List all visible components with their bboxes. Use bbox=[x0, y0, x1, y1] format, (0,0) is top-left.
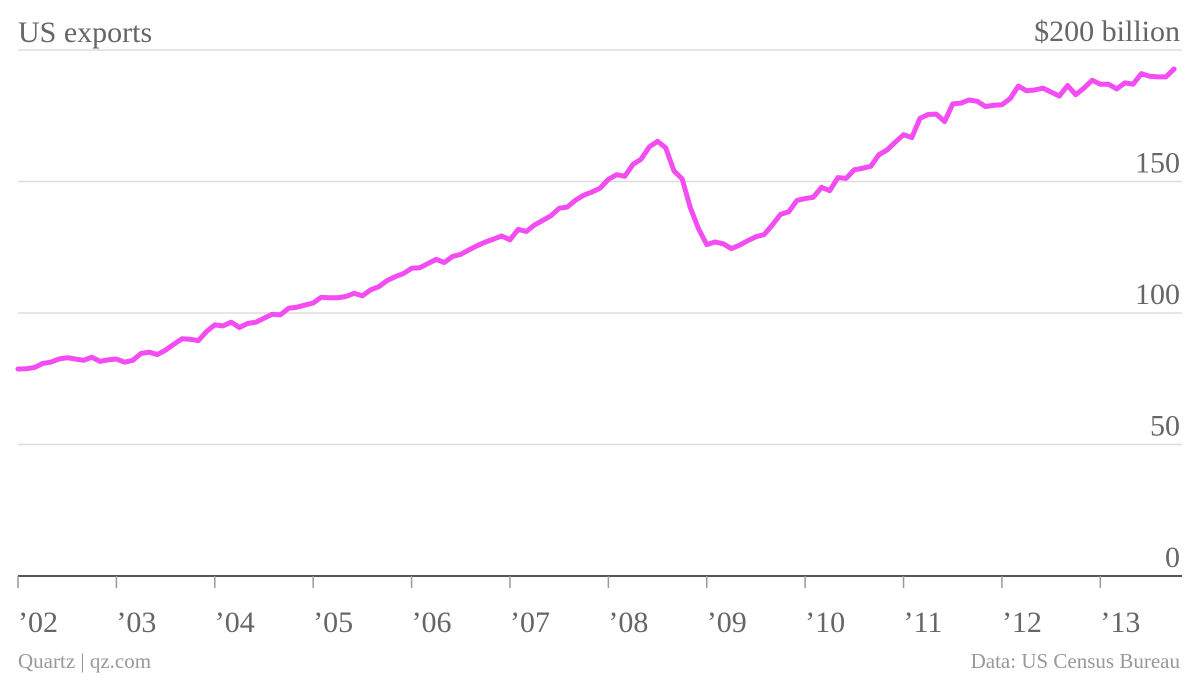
credit: Quartz | qz.com bbox=[18, 649, 151, 673]
x-tick-label: ’04 bbox=[215, 606, 255, 639]
y-tick-label: 100 bbox=[1135, 278, 1180, 311]
x-tick-label: ’02 bbox=[18, 606, 58, 639]
x-tick-label: ’10 bbox=[805, 606, 845, 639]
x-tick-label: ’07 bbox=[510, 606, 550, 639]
y-tick-label: 150 bbox=[1135, 147, 1180, 180]
x-tick-label: ’12 bbox=[1002, 606, 1042, 639]
chart-title: US exports bbox=[18, 16, 152, 49]
source: Data: US Census Bureau bbox=[971, 649, 1181, 673]
y-tick-label: 0 bbox=[1165, 541, 1180, 574]
data-line bbox=[15, 66, 1177, 372]
x-tick-label: ’06 bbox=[412, 606, 452, 639]
x-tick-label: ’13 bbox=[1100, 606, 1140, 639]
x-tick-label: ’05 bbox=[313, 606, 353, 639]
y-tick-label: 50 bbox=[1150, 410, 1180, 443]
x-tick-label: ’03 bbox=[116, 606, 156, 639]
x-tick-label: ’09 bbox=[707, 606, 747, 639]
x-tick-label: ’11 bbox=[904, 606, 943, 639]
y-tick-label: $200 billion bbox=[1034, 15, 1180, 48]
x-tick-label: ’08 bbox=[608, 606, 648, 639]
